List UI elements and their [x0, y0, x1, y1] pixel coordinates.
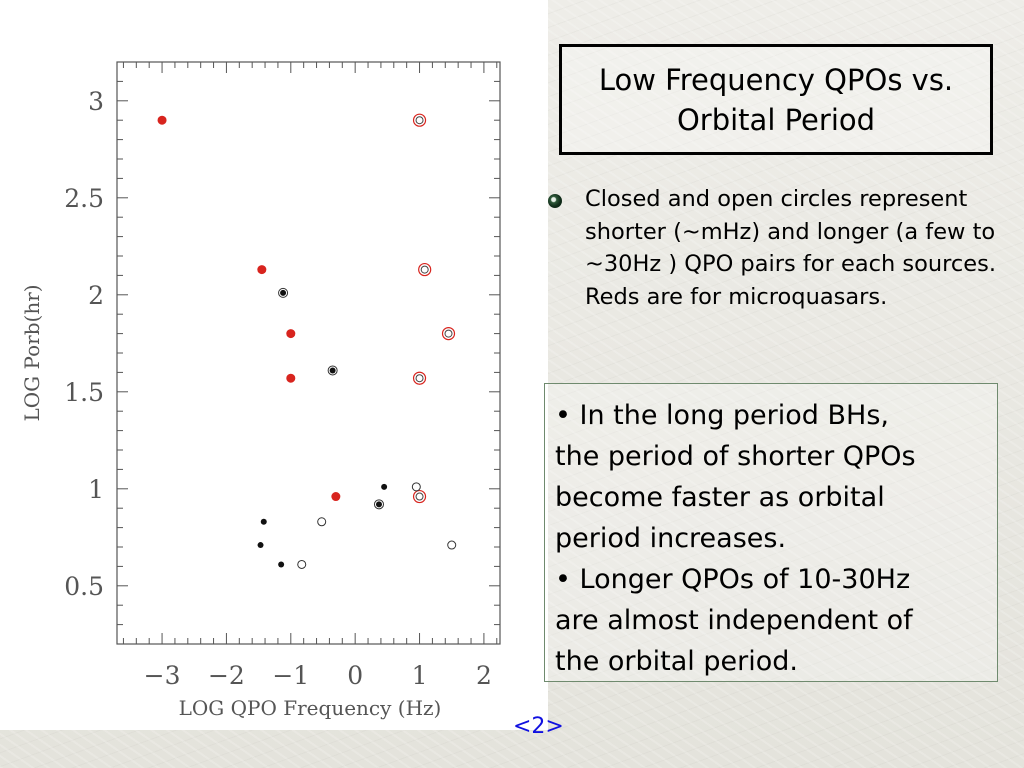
- data-point-filled-black: [375, 501, 382, 508]
- y-tick-label: 3: [88, 87, 104, 116]
- data-point-filled-red: [286, 329, 296, 339]
- x-tick-label: −2: [208, 661, 245, 690]
- data-point-filled-red: [331, 492, 341, 502]
- data-point-open-red-inner: [444, 329, 453, 338]
- data-point-open-red: [418, 262, 432, 277]
- y-tick-label: 0.5: [64, 572, 104, 601]
- data-point-open-red-inner: [415, 116, 424, 125]
- data-point-ring: [327, 365, 338, 376]
- data-point-filled-black: [260, 518, 267, 525]
- plot-frame: [116, 61, 501, 645]
- data-point-filled-black: [329, 367, 336, 374]
- x-tick-label: 2: [476, 661, 492, 690]
- data-point-ring: [278, 287, 289, 298]
- x-axis-label: LOG QPO Frequency (Hz): [179, 696, 442, 720]
- note-line: • In the long period BHs,: [555, 400, 889, 431]
- y-axis-label: LOG Porb(hr): [20, 284, 44, 421]
- data-point-filled-red: [286, 373, 296, 383]
- y-tick-label: 2: [88, 281, 104, 310]
- note-line: period increases.: [555, 523, 787, 554]
- data-point-open-red-inner: [415, 374, 424, 383]
- data-point-filled-black: [278, 561, 285, 568]
- x-tick-label: −3: [144, 661, 181, 690]
- data-point-ring: [373, 499, 384, 510]
- note-line: the orbital period.: [555, 646, 798, 677]
- data-point-open-red-inner: [415, 492, 424, 501]
- note-line: • Longer QPOs of 10-30Hz: [555, 564, 911, 595]
- data-point-filled-black: [280, 289, 287, 296]
- y-tick-label: 1: [88, 475, 104, 504]
- axis-ticks: [117, 61, 500, 645]
- y-tick-label: 1.5: [64, 378, 104, 407]
- slide-title: Low Frequency QPOs vs. Orbital Period: [598, 62, 954, 137]
- data-point-open-black: [447, 540, 457, 550]
- data-point-filled-red: [157, 115, 167, 125]
- title-box: Low Frequency QPOs vs. Orbital Period: [559, 44, 993, 155]
- x-tick-label: −1: [272, 661, 309, 690]
- data-point-open-red-inner: [420, 265, 429, 274]
- note-line: the period of shorter QPOs: [555, 441, 916, 472]
- data-point-filled-red: [257, 265, 267, 275]
- x-tick-label: 1: [412, 661, 428, 690]
- data-point-open-red: [412, 113, 427, 127]
- data-point-open-black: [317, 517, 327, 527]
- data-point-filled-black: [257, 542, 264, 549]
- bullet-text: Closed and open circles represent shorte…: [585, 186, 996, 310]
- y-tick-label: 2.5: [64, 184, 104, 213]
- data-point-open-red: [412, 371, 427, 385]
- chart-svg: −3 −2 −1 0 1 2 0.5 1 1.5 2 2.5 3 LOG QPO Frequency …: [20, 61, 501, 720]
- data-point-open-black: [297, 559, 307, 569]
- notes-box: • In the long period BHs, the period of …: [544, 383, 998, 682]
- data-point-open-red: [441, 327, 456, 341]
- page-number: <2>: [513, 714, 564, 739]
- bullet-icon: [548, 194, 562, 208]
- note-line: are almost independent of: [555, 605, 913, 636]
- x-tick-label: 0: [347, 661, 363, 690]
- data-point-open-black: [411, 482, 421, 492]
- note-line: become faster as orbital: [555, 482, 885, 513]
- data-points: [157, 113, 457, 569]
- tick-labels: −3 −2 −1 0 1 2 0.5 1 1.5 2 2.5 3: [64, 87, 492, 690]
- scatter-chart: −3 −2 −1 0 1 2 0.5 1 1.5 2 2.5 3 LOG QPO Frequency …: [0, 0, 548, 730]
- data-point-open-red: [412, 489, 427, 504]
- data-point-filled-black: [381, 483, 388, 490]
